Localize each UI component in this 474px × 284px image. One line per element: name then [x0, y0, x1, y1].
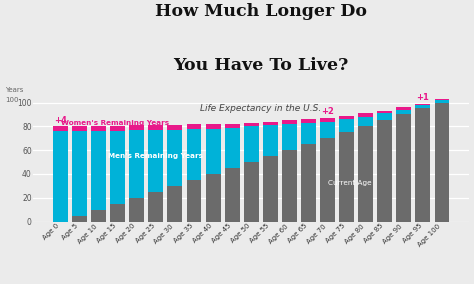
Bar: [320, 122, 335, 138]
Text: +4: +4: [54, 116, 67, 124]
Bar: [167, 186, 182, 222]
Bar: [301, 144, 316, 222]
Bar: [187, 129, 201, 180]
Text: +1: +1: [417, 93, 429, 102]
Bar: [167, 130, 182, 186]
Bar: [244, 126, 259, 162]
Bar: [263, 125, 278, 156]
Bar: [320, 118, 335, 122]
Bar: [225, 124, 239, 128]
Bar: [206, 129, 220, 174]
Bar: [167, 125, 182, 130]
Text: How Much Longer Do: How Much Longer Do: [155, 3, 367, 20]
Bar: [110, 126, 125, 131]
Bar: [53, 131, 68, 222]
Bar: [244, 123, 259, 126]
Bar: [72, 131, 87, 216]
Bar: [72, 216, 87, 222]
Bar: [91, 210, 106, 222]
Bar: [435, 100, 449, 103]
Text: Men's Remaining Years: Men's Remaining Years: [108, 153, 203, 159]
Bar: [263, 122, 278, 125]
Bar: [91, 131, 106, 210]
Bar: [206, 174, 220, 222]
Bar: [72, 126, 87, 131]
Bar: [225, 168, 239, 222]
Bar: [129, 130, 144, 198]
Bar: [110, 131, 125, 204]
Text: You Have To Live?: You Have To Live?: [173, 57, 348, 74]
Bar: [244, 162, 259, 222]
Bar: [187, 124, 201, 129]
Text: Life Expectancy in the U.S.: Life Expectancy in the U.S.: [200, 104, 321, 113]
Text: +2: +2: [321, 107, 334, 116]
Bar: [282, 124, 297, 150]
Bar: [416, 104, 430, 105]
Bar: [263, 156, 278, 222]
Bar: [148, 192, 163, 222]
Bar: [377, 113, 392, 120]
Bar: [416, 108, 430, 222]
Bar: [301, 123, 316, 144]
Bar: [91, 126, 106, 131]
Bar: [148, 125, 163, 130]
Bar: [396, 110, 411, 114]
Bar: [53, 126, 68, 131]
Bar: [377, 120, 392, 222]
Text: Current Age: Current Age: [328, 180, 371, 186]
Bar: [148, 130, 163, 192]
Bar: [396, 114, 411, 222]
Bar: [416, 105, 430, 108]
Bar: [339, 119, 354, 132]
Bar: [358, 126, 373, 222]
Bar: [435, 103, 449, 222]
Bar: [396, 107, 411, 110]
Bar: [339, 132, 354, 222]
Bar: [301, 119, 316, 123]
Bar: [129, 125, 144, 130]
Bar: [129, 198, 144, 222]
Text: Years: Years: [5, 87, 23, 93]
Bar: [320, 138, 335, 222]
Bar: [187, 180, 201, 222]
Text: Women's Remaining Years: Women's Remaining Years: [62, 120, 170, 126]
Bar: [282, 150, 297, 222]
Bar: [358, 117, 373, 126]
Bar: [225, 128, 239, 168]
Text: 100: 100: [5, 97, 18, 103]
Bar: [358, 113, 373, 117]
Bar: [110, 204, 125, 222]
Bar: [206, 124, 220, 129]
Bar: [282, 120, 297, 124]
Bar: [377, 111, 392, 113]
Bar: [435, 99, 449, 100]
Bar: [339, 116, 354, 119]
